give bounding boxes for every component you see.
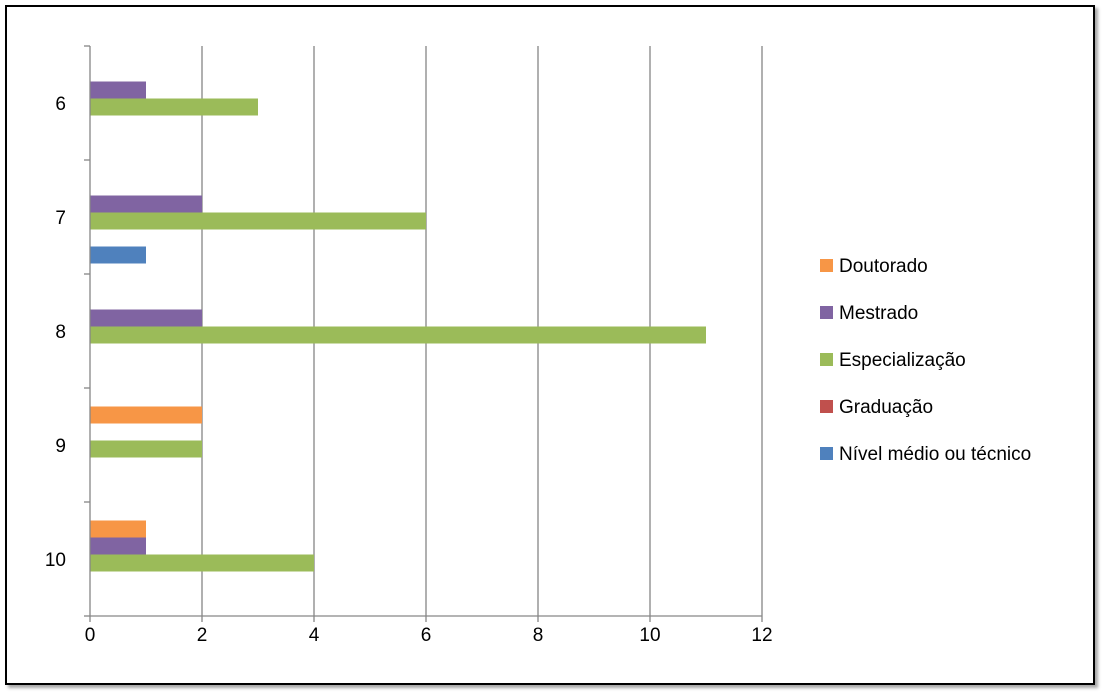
- legend-swatch-0: [820, 447, 833, 460]
- x-tick-label-2: 2: [197, 625, 208, 646]
- y-tick-label-7: 7: [55, 208, 66, 229]
- x-tick-label-8: 8: [533, 625, 544, 646]
- bars: [90, 81, 706, 572]
- legend-swatch-4: [820, 259, 833, 272]
- bar-9-especializa-o: [90, 440, 202, 458]
- y-tick-label-9: 9: [55, 436, 66, 457]
- y-tick-label-8: 8: [55, 322, 66, 343]
- x-tick-labels: 0 2 4 6 8 10 12: [85, 625, 773, 646]
- legend-swatch-3: [820, 306, 833, 319]
- bar-10-doutorado: [90, 520, 146, 538]
- y-tick-labels: 6 7 8 9 10: [45, 94, 66, 571]
- y-tick-label-10: 10: [45, 550, 66, 571]
- chart-frame: [5, 5, 1095, 685]
- axes: [84, 45, 763, 622]
- legend-swatch-1: [820, 400, 833, 413]
- bar-7-especializa-o: [90, 212, 426, 230]
- legend-label-0: Nível médio ou técnico: [839, 444, 1031, 465]
- x-tick-label-6: 6: [421, 625, 432, 646]
- bar-6-especializa-o: [90, 98, 258, 116]
- x-tick-label-4: 4: [309, 625, 320, 646]
- bar-10-especializa-o: [90, 554, 314, 572]
- bar-8-especializa-o: [90, 326, 706, 344]
- bar-8-mestrado: [90, 309, 202, 327]
- y-tick-label-6: 6: [55, 94, 66, 115]
- legend-label-4: Doutorado: [839, 256, 928, 277]
- x-tick-label-0: 0: [85, 625, 96, 646]
- bar-9-doutorado: [90, 406, 202, 424]
- legend: Doutorado Mestrado Especialização Graduação…: [820, 256, 1031, 465]
- bar-10-mestrado: [90, 537, 146, 555]
- bar-7-n-vel-m-dio-ou-t-cnico: [90, 246, 146, 264]
- legend-label-2: Especialização: [839, 350, 966, 371]
- legend-swatch-2: [820, 353, 833, 366]
- legend-label-1: Graduação: [839, 397, 933, 418]
- legend-label-3: Mestrado: [839, 303, 918, 324]
- bar-6-mestrado: [90, 81, 146, 99]
- bar-7-mestrado: [90, 195, 202, 213]
- x-tick-label-10: 10: [639, 625, 660, 646]
- x-tick-label-12: 12: [751, 625, 772, 646]
